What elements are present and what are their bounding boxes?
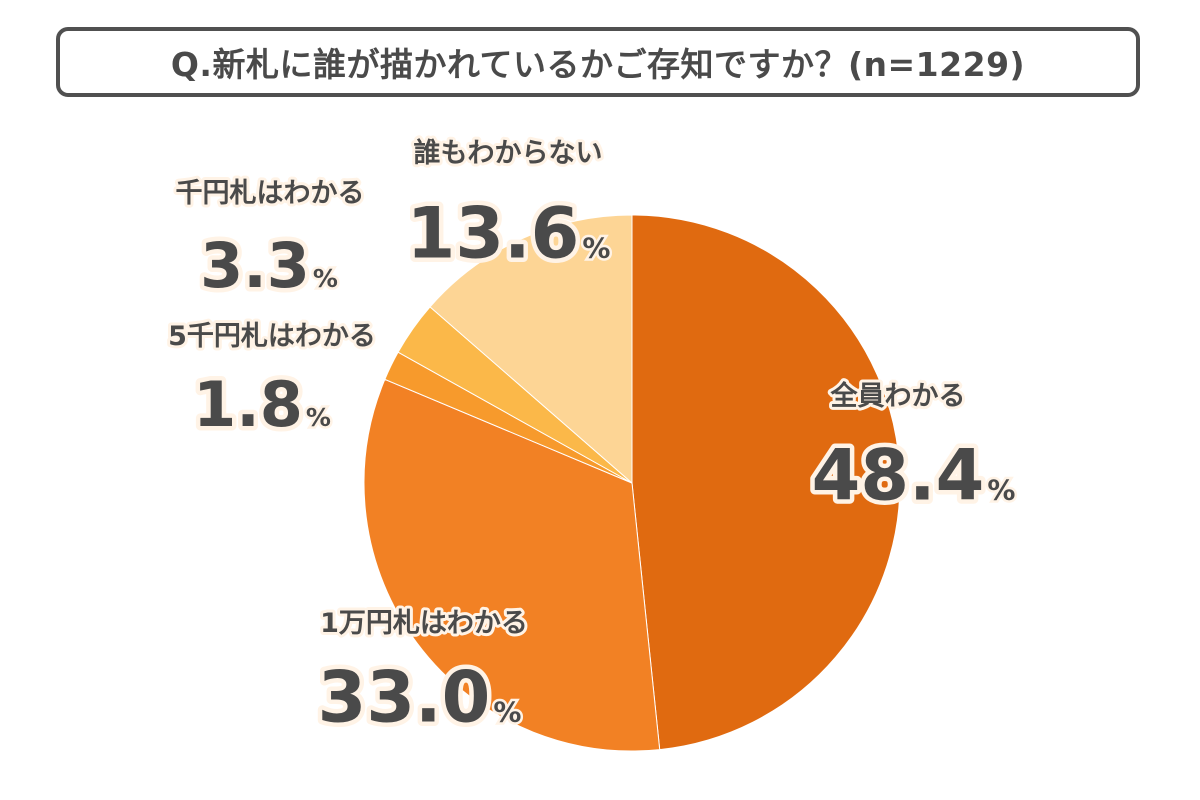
chart-title-box: Q.新札に誰が描かれているかご存知ですか？(n=1229) bbox=[56, 27, 1140, 97]
percent-sign: % bbox=[582, 232, 610, 265]
slice-value-label: 3.3 bbox=[200, 229, 310, 302]
slice-value-label: 48.4 bbox=[812, 435, 985, 517]
slice-category-label: 全員わかる bbox=[830, 380, 966, 412]
slice-category-label: 5千円札はわかる bbox=[168, 321, 376, 352]
slice-category-label: 誰もわからない bbox=[414, 137, 603, 169]
pie-slice bbox=[631, 214, 901, 751]
chart-title: Q.新札に誰が描かれているかご存知ですか？(n=1229) bbox=[170, 45, 1026, 84]
slice-category-label: 1万円札はわかる bbox=[320, 608, 528, 639]
percent-sign: % bbox=[987, 474, 1015, 507]
slice-category-label: 千円札はわかる bbox=[176, 178, 365, 209]
pie-slice bbox=[429, 214, 633, 485]
percent-sign: % bbox=[313, 264, 338, 293]
percent-sign: % bbox=[493, 696, 521, 729]
slice-value-label: 13.6 bbox=[407, 193, 580, 275]
percent-sign: % bbox=[306, 403, 331, 432]
slice-value-label: 1.8 bbox=[193, 368, 303, 441]
slice-value-label: 33.0 bbox=[318, 657, 491, 739]
pie-slice bbox=[363, 378, 661, 752]
